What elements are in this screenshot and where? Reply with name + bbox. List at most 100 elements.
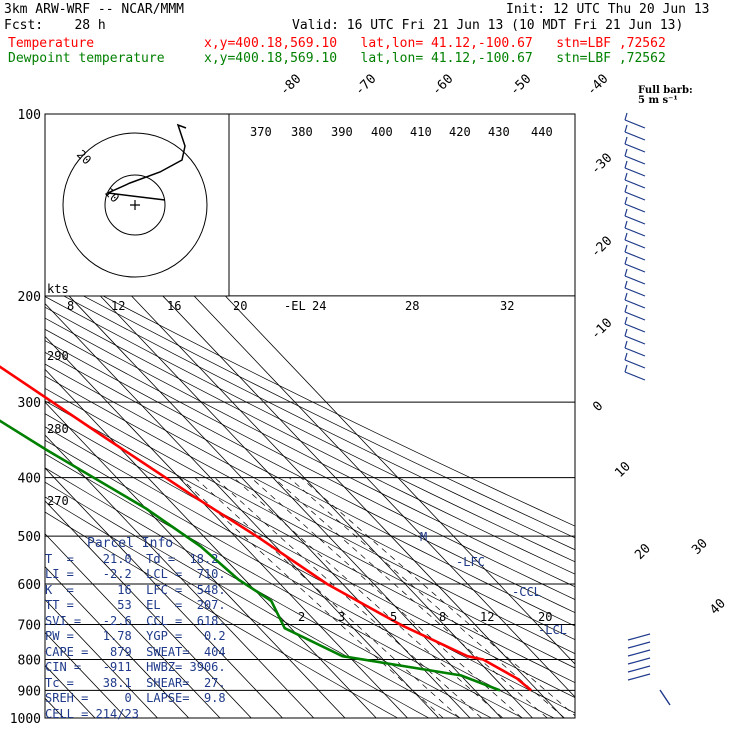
wind-barb-flag xyxy=(624,340,628,349)
dry-adiabat xyxy=(45,481,461,718)
mixing-ratio-line xyxy=(300,477,575,717)
dry-adiabat xyxy=(45,285,575,551)
mixing-ratio-label: 3 xyxy=(338,610,345,624)
dry-adiabat xyxy=(45,496,430,718)
dry-adiabat xyxy=(45,413,575,698)
wind-barb xyxy=(627,657,651,665)
wind-barb-flag xyxy=(624,328,628,337)
wind-barb-flag xyxy=(624,112,628,121)
profile-line-temperature xyxy=(0,365,533,692)
isotherm-label: -30 xyxy=(588,151,615,178)
wind-barb-flag xyxy=(624,268,628,277)
pressure-label: 600 xyxy=(18,578,41,593)
model-title: 3km ARW-WRF -- NCAR/MMM xyxy=(4,2,185,17)
wind-barb xyxy=(624,335,646,345)
dry-adiabat xyxy=(45,400,575,684)
pressure-label: 200 xyxy=(18,290,41,305)
wind-barb xyxy=(627,641,651,649)
wind-barb-flag xyxy=(624,304,628,313)
theta-label: 390 xyxy=(331,125,353,139)
isotherm-label: -20 xyxy=(588,234,615,261)
isotherm-label: 20 xyxy=(632,541,654,563)
wind-barb-flag xyxy=(624,220,628,229)
parcel-info-title: Parcel Info xyxy=(87,536,174,551)
parcel-row: Tc = 38.1 SHEAR= 27. xyxy=(45,675,226,690)
wind-barb xyxy=(624,155,646,165)
isotherm-label: -60 xyxy=(429,72,456,99)
wind-barb-flag xyxy=(624,124,628,133)
hodograph-ring xyxy=(62,132,208,278)
mixing-ratio-label: 24 xyxy=(312,299,326,313)
profile-series xyxy=(0,112,671,706)
mixing-ratio-line xyxy=(194,477,460,718)
wind-barb-flag xyxy=(624,292,628,301)
wind-barb xyxy=(624,203,646,213)
wind-barb xyxy=(627,673,651,681)
dry-adiabat xyxy=(45,387,575,669)
wind-barb xyxy=(624,119,646,129)
parcel-row: CELL = 214/23 xyxy=(45,706,139,721)
wind-barb xyxy=(624,239,646,249)
dry-adiabat xyxy=(45,351,575,627)
temperature-location: x,y=400.18,569.10 lat,lon= 41.12,-100.67… xyxy=(204,36,666,51)
isotherm-label: 30 xyxy=(689,536,711,558)
parcel-row: LI = -2.2 LCL = 710. xyxy=(45,567,226,581)
wind-barb-flag xyxy=(624,208,628,217)
isotherm-label: -70 xyxy=(352,72,379,99)
hodograph-trace xyxy=(105,123,187,201)
theta-label: 410 xyxy=(410,125,432,139)
parcel-row: PW = 1.78 YGP = 0.2 xyxy=(45,629,226,643)
pressure-label: 300 xyxy=(18,396,41,411)
mixing-ratio-label: 8 xyxy=(439,610,446,624)
parcel-row: CAPE = 879 SWEAT= 404 xyxy=(45,644,226,659)
wind-barb-flag xyxy=(624,136,628,145)
mixing-ratio-line xyxy=(233,477,504,718)
isotherm-line xyxy=(45,598,158,718)
wind-barb-flag xyxy=(624,160,628,169)
parcel-row: SREH = 0 LAPSE= 9.8 xyxy=(45,691,226,705)
profile-line-dewpoint-temperature xyxy=(0,419,501,692)
isotherm-label: -10 xyxy=(588,316,615,343)
wind-barb xyxy=(624,167,646,177)
init-time: Init: 12 UTC Thu 20 Jun 13 xyxy=(506,2,710,17)
wind-barb xyxy=(624,263,646,273)
isotherm-label: -40 xyxy=(584,72,611,99)
pressure-label: 400 xyxy=(18,472,41,487)
annotation-marker: M xyxy=(420,530,427,544)
mixing-ratio-label: 5 xyxy=(390,610,397,624)
isotherm-line xyxy=(45,237,502,718)
pressure-label: 700 xyxy=(18,618,41,633)
mixing-ratio-line xyxy=(273,477,548,718)
mixing-ratio-label: 20 xyxy=(233,299,247,313)
dry-adiabat xyxy=(45,340,575,614)
mixing-ratio-label: 32 xyxy=(500,299,514,313)
isotherm-line xyxy=(45,467,283,718)
wind-barb xyxy=(624,371,646,381)
wind-legend-label: 5 m s⁻¹ xyxy=(638,95,678,106)
isotherm-line xyxy=(45,533,221,718)
wind-barb xyxy=(624,359,646,369)
isotherm-label: 0 xyxy=(590,399,606,415)
dewpoint-legend: Dewpoint temperature xyxy=(8,51,165,66)
forecast-hour: Fcst: 28 h xyxy=(4,18,106,33)
dry-adiabat xyxy=(45,375,575,655)
annotation-marker: -LFC xyxy=(456,555,485,569)
mixing-ratio-line xyxy=(179,477,444,718)
mixing-ratio-label: 28 xyxy=(405,299,419,313)
annotation-marker: -EL xyxy=(284,299,306,313)
dry-adiabat xyxy=(45,511,398,718)
wind-barb-flag xyxy=(624,280,628,289)
wind-barb-flag xyxy=(624,316,628,325)
parcel-row: CIN = -911 HWBZ= 3906. xyxy=(45,660,226,674)
valid-time: Valid: 16 UTC Fri 21 Jun 13 (10 MDT Fri … xyxy=(292,18,684,33)
dry-adiabat xyxy=(45,317,575,588)
dry-adiabat xyxy=(45,275,575,539)
isotherm-label: 40 xyxy=(707,596,729,618)
wind-barb-flag xyxy=(624,196,628,205)
theta-label: 420 xyxy=(449,125,471,139)
wind-barb-flag xyxy=(624,148,628,157)
wind-barb xyxy=(624,287,646,297)
mixing-ratio-label: 16 xyxy=(167,299,181,313)
pressure-label: 900 xyxy=(18,684,41,699)
wind-barb-flag xyxy=(624,256,628,265)
